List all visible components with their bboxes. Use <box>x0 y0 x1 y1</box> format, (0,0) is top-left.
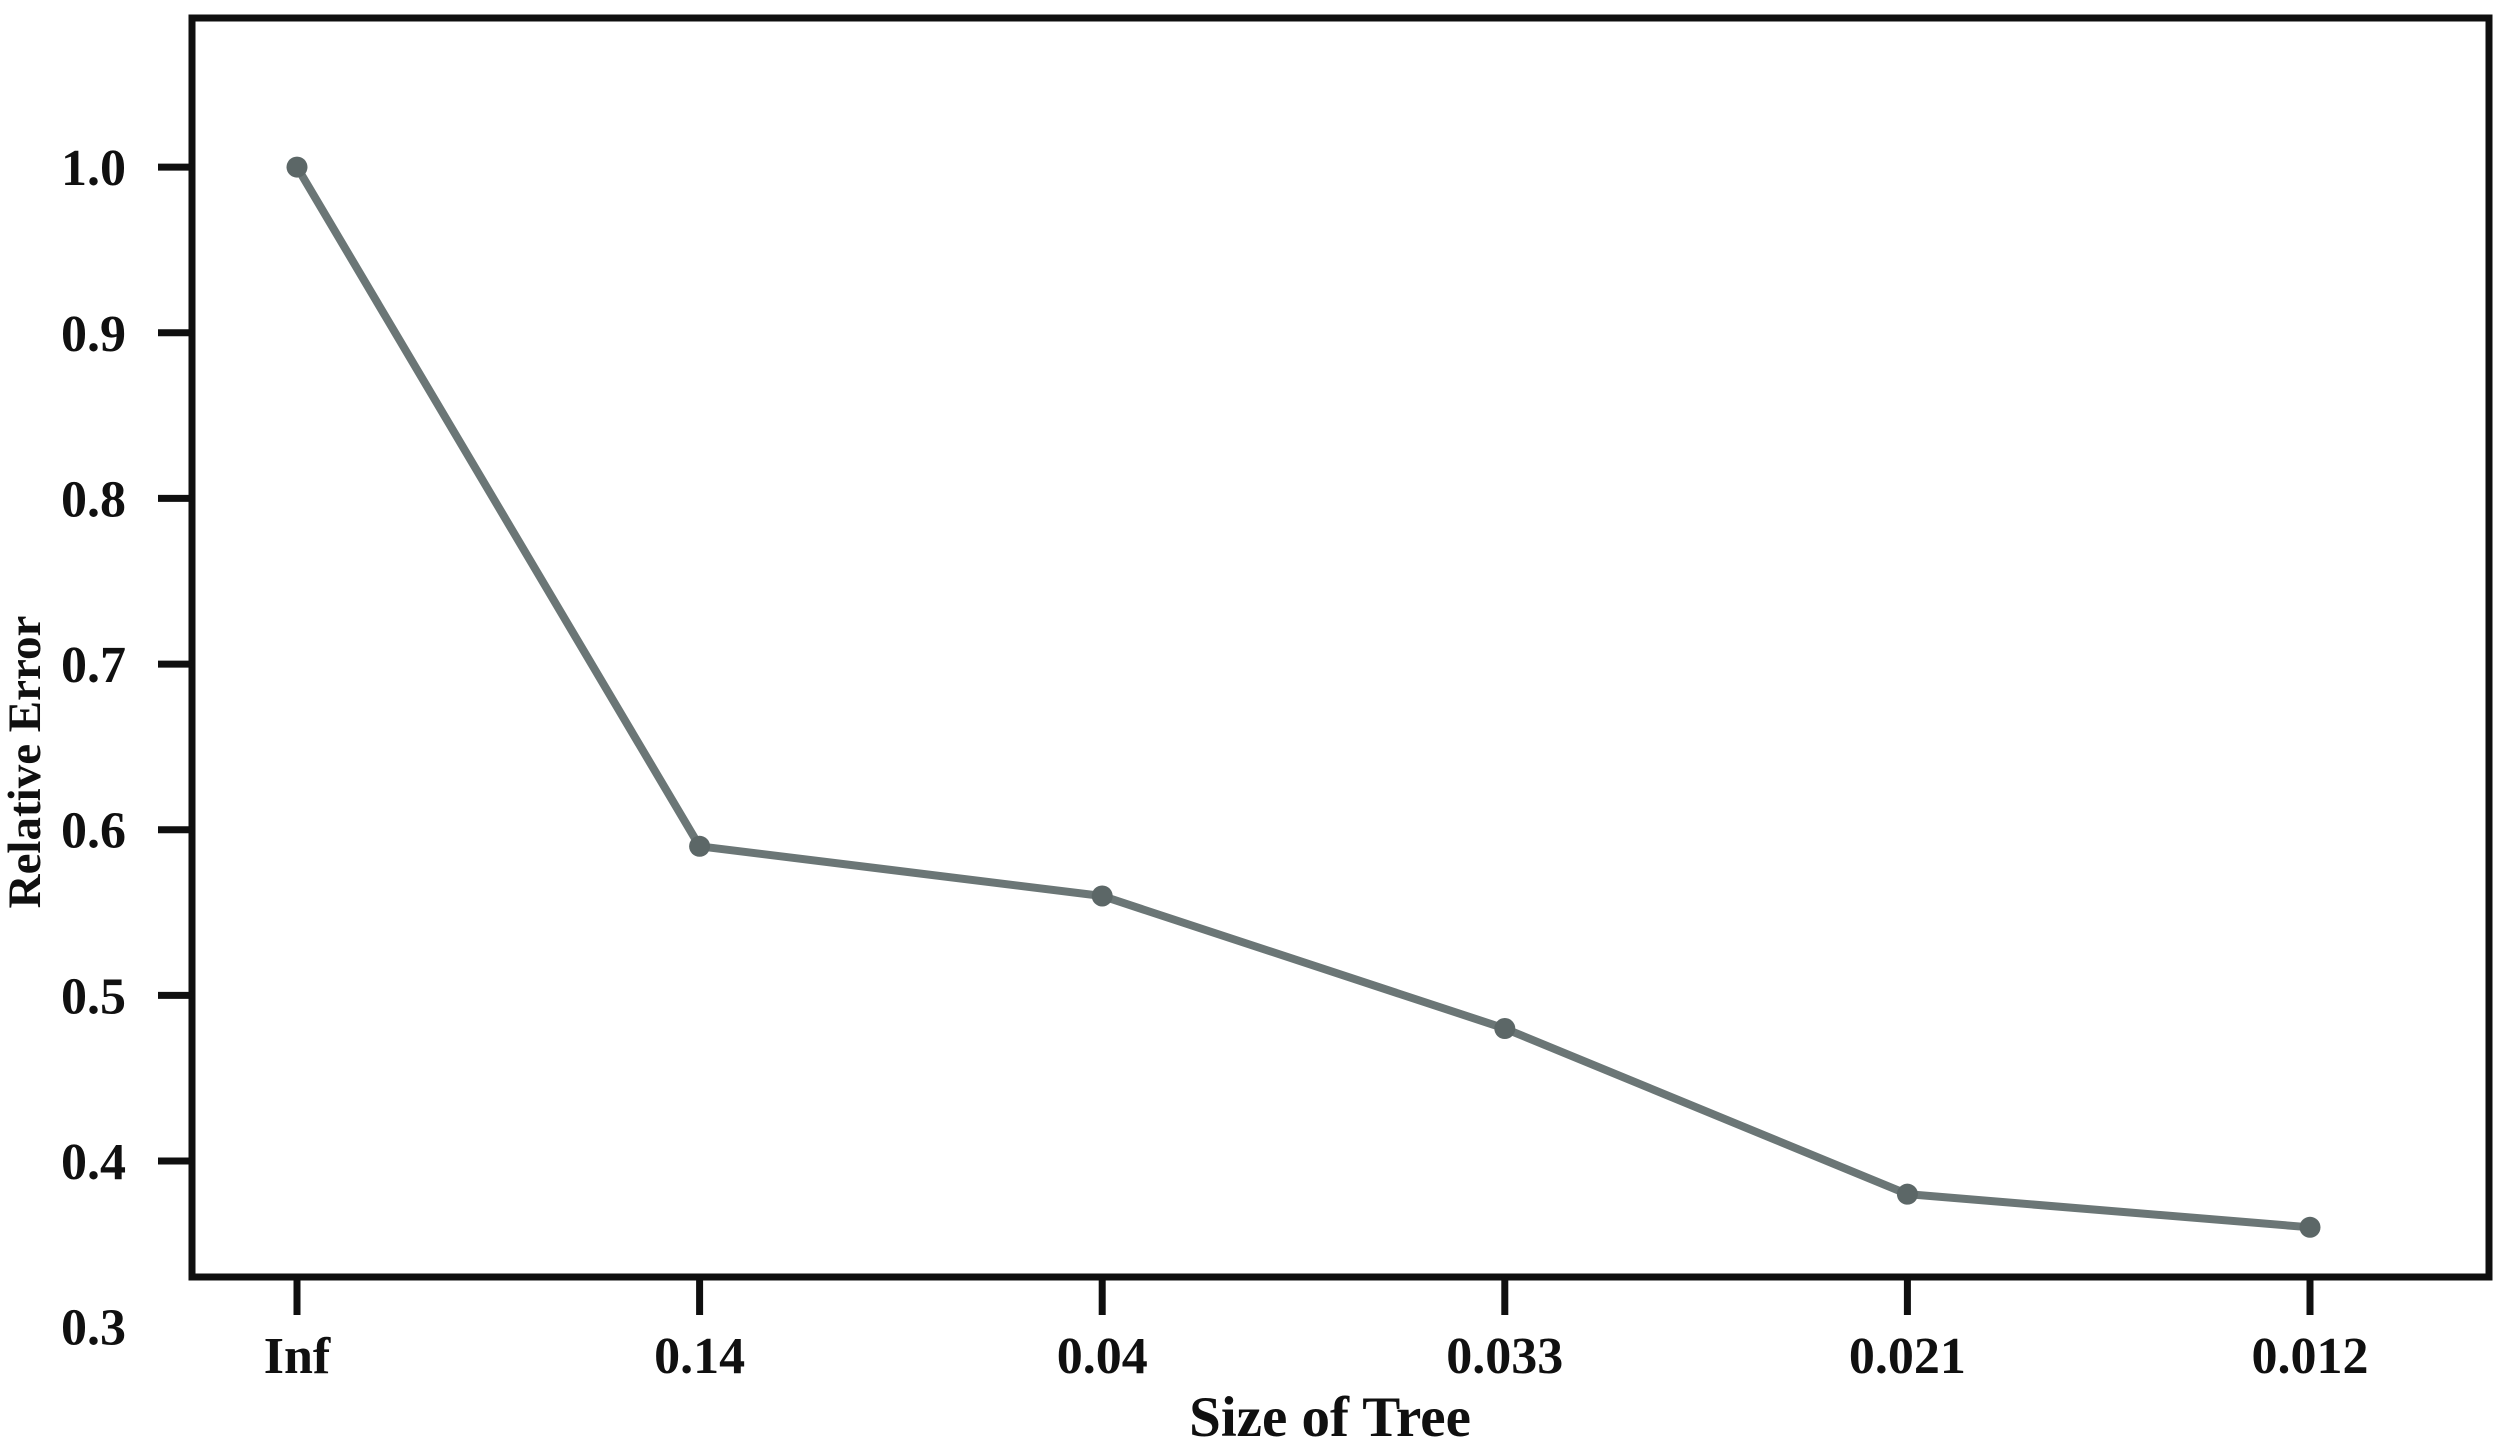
y-axis: 1.0 0.9 0.8 0.7 0.6 0.5 0.4 0.3 <box>61 140 192 1357</box>
data-point <box>2299 1216 2321 1238</box>
x-axis-title: Size of Tree <box>1189 1386 1471 1440</box>
y-tick-label: 0.7 <box>61 637 126 694</box>
data-points <box>286 156 2321 1238</box>
y-tick-label: 0.6 <box>61 803 126 860</box>
plot-area <box>188 14 2493 1281</box>
y-tick-label: 0.5 <box>61 968 126 1025</box>
x-tick-label: 0.033 <box>1446 1328 1563 1385</box>
x-axis: Inf 0.14 0.04 0.033 0.021 0.012 <box>264 1277 2369 1385</box>
data-point <box>1494 1018 1516 1040</box>
x-tick-label: 0.14 <box>654 1328 745 1385</box>
x-tick-label: Inf <box>264 1328 331 1385</box>
data-point <box>689 835 711 857</box>
data-point <box>1091 885 1113 907</box>
relative-error-line <box>293 163 2314 1232</box>
y-axis-title: Relative Error <box>0 616 51 909</box>
x-tick-label: 0.021 <box>1849 1328 1966 1385</box>
data-point <box>286 156 308 178</box>
data-point <box>1896 1183 1918 1205</box>
y-tick-label: 0.9 <box>61 306 126 363</box>
y-tick-label: 0.3 <box>61 1300 126 1357</box>
y-tick-label: 0.8 <box>61 471 126 528</box>
x-tick-label: 0.012 <box>2252 1328 2369 1385</box>
y-tick-label: 0.4 <box>61 1134 126 1191</box>
y-tick-label: 1.0 <box>61 140 126 197</box>
x-tick-label: 0.04 <box>1057 1328 1148 1385</box>
